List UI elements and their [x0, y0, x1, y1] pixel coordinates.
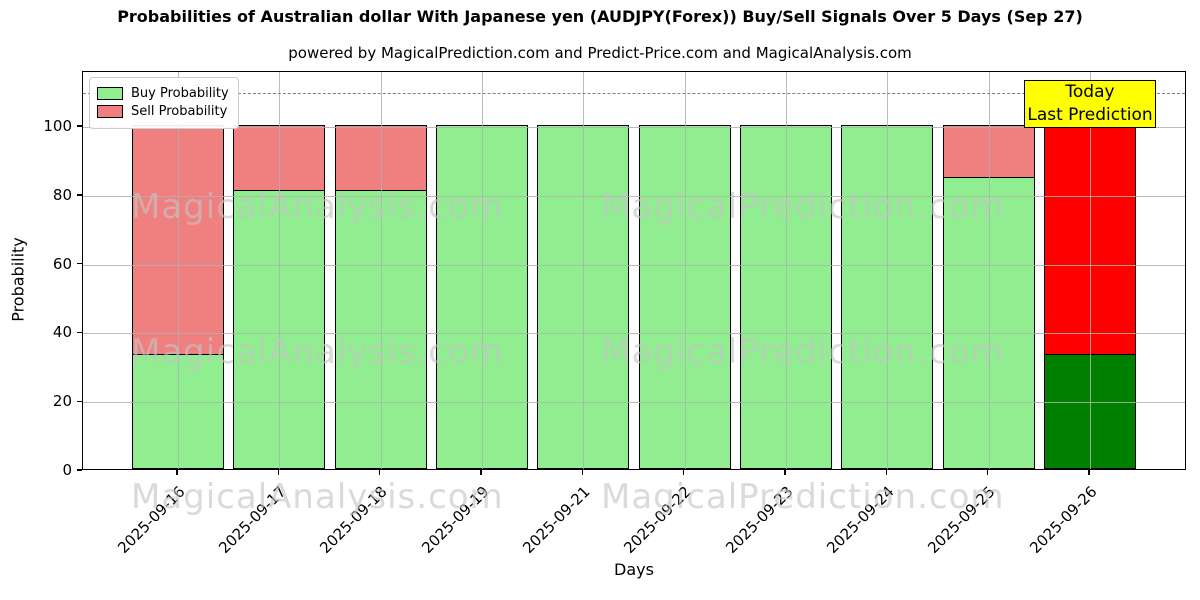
watermark-analysis: MagicalAnalysis.com [131, 477, 504, 517]
x-tick-mark [784, 470, 786, 475]
v-gridline [887, 72, 889, 469]
h-gridline [83, 195, 1185, 197]
y-tick-label: 0 [62, 461, 72, 479]
threshold-dashed-line [83, 92, 1185, 94]
today-annotation: Today Last Prediction [1024, 80, 1156, 128]
y-tick-label: 20 [52, 392, 72, 411]
legend-label-buy: Buy Probability [131, 86, 229, 101]
v-gridline [178, 72, 179, 469]
x-tick-label-text: 2025-09-21 [519, 482, 594, 558]
sell-swatch-icon [97, 105, 123, 118]
h-gridline [83, 333, 1185, 335]
y-tick-label: 80 [52, 185, 72, 204]
x-tick-mark [378, 470, 381, 475]
v-gridline [279, 72, 281, 469]
x-tick-mark [986, 470, 989, 475]
v-gridline [1089, 72, 1091, 469]
watermark-prediction: MagicalPrediction.com [601, 477, 1005, 517]
v-gridline [481, 72, 483, 469]
plot-area: Buy Probability Sell Probability Today L… [82, 71, 1186, 517]
chart-subtitle: powered by MagicalPrediction.com and Pre… [288, 44, 912, 62]
x-tick-mark [176, 470, 178, 475]
watermark-prediction: MagicalPrediction.com [601, 332, 1005, 372]
legend-label-sell: Sell Probability [131, 104, 228, 119]
legend: Buy Probability Sell Probability [89, 77, 239, 129]
v-gridline [785, 72, 787, 469]
v-gridline [988, 72, 990, 469]
y-tick-mark [77, 469, 82, 471]
v-gridline [583, 72, 585, 469]
x-tick-mark [480, 470, 482, 475]
x-tick-mark [277, 470, 280, 475]
h-gridline [83, 127, 1185, 129]
watermark-analysis: MagicalAnalysis.com [131, 332, 504, 372]
h-gridline [83, 402, 1185, 404]
x-axis-label: Days [614, 560, 654, 579]
y-tick-label: 60 [52, 254, 72, 273]
today-annotation-line2: Last Prediction [1027, 105, 1153, 125]
v-gridline [380, 72, 382, 469]
today-annotation-line1: Today [1065, 82, 1115, 103]
buy-swatch-icon [97, 87, 123, 100]
watermark-prediction: MagicalPrediction.com [601, 187, 1005, 227]
y-tick-label: 100 [43, 117, 72, 136]
x-tick-label-text: 2025-09-26 [1025, 482, 1101, 558]
legend-entry-buy: Buy Probability [97, 86, 229, 101]
y-tick-mark [77, 331, 82, 334]
h-gridline [83, 264, 1185, 266]
y-tick-mark [77, 262, 82, 265]
y-axis-label: Probability [8, 237, 28, 322]
y-tick-mark [77, 400, 82, 402]
legend-entry-sell: Sell Probability [97, 104, 229, 119]
x-tick-mark [1088, 470, 1090, 475]
chart-title: Probabilities of Australian dollar With … [117, 7, 1083, 26]
watermark-analysis: MagicalAnalysis.com [131, 187, 504, 227]
x-tick-mark [682, 470, 685, 475]
y-tick-label: 40 [52, 323, 72, 342]
x-tick-mark [885, 470, 887, 475]
x-tick-mark [581, 470, 583, 475]
y-tick-mark [77, 194, 82, 196]
y-tick-mark [77, 125, 82, 127]
v-gridline [684, 72, 686, 469]
